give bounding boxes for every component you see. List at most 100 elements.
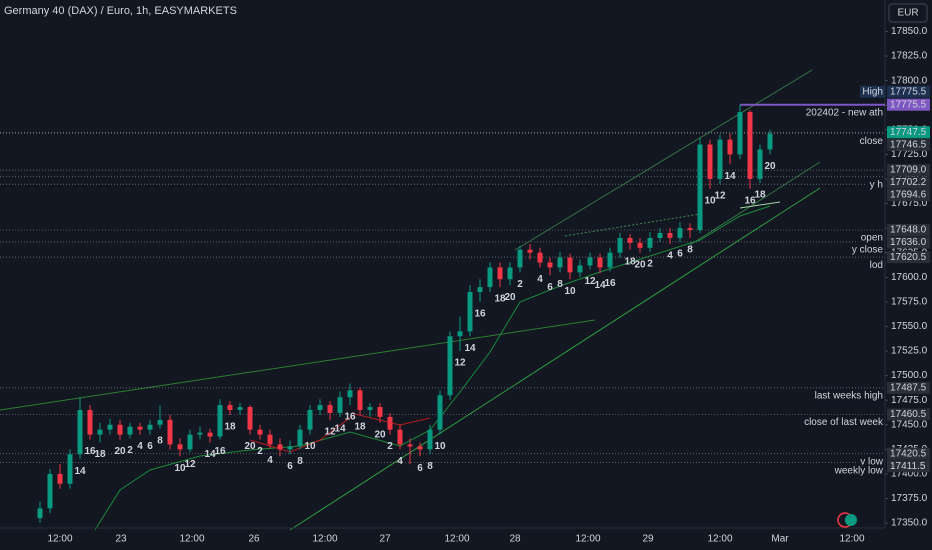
bar-number: 20 (244, 441, 256, 452)
bar-number: 4 (537, 274, 543, 285)
bar-number: 14 (204, 449, 216, 460)
candle-body (357, 390, 363, 411)
bar-number: 8 (687, 245, 693, 256)
candle-body (737, 112, 743, 155)
currency[interactable]: EUR (897, 8, 918, 19)
bar-number: 14 (594, 280, 606, 291)
bar-number: 14 (464, 343, 476, 354)
price-box (887, 224, 930, 237)
bar-number: 16 (214, 446, 226, 457)
bar-number: 18 (494, 294, 506, 305)
bar-number: 12 (184, 459, 196, 470)
y-tick-label: 17475.0 (891, 395, 928, 406)
layout-icon[interactable] (837, 512, 857, 528)
candle-body (647, 237, 653, 248)
candle-body (117, 424, 123, 435)
x-tick-label: 12:00 (575, 534, 600, 545)
bar-number: 14 (724, 171, 736, 182)
price-label: 17709.0 (890, 165, 927, 176)
x-tick-label: 12:00 (839, 534, 864, 545)
candle-body (457, 331, 463, 337)
bar-number: 8 (297, 456, 303, 467)
candle-body (517, 249, 523, 268)
candle-body (227, 405, 233, 411)
bar-number: 2 (517, 279, 523, 290)
channel-line (564, 213, 701, 237)
bar-number: 2 (387, 441, 393, 452)
bar-number: 20 (504, 292, 516, 303)
level-name-box (801, 416, 884, 429)
high-box (887, 85, 930, 98)
price-label: 17694.6 (890, 190, 927, 201)
candle-body (627, 237, 633, 243)
candle-body (567, 257, 573, 273)
price-label: 17702.2 (890, 177, 927, 188)
price-box (887, 126, 930, 139)
candle-body (437, 395, 443, 430)
bar-number: 10 (304, 441, 316, 452)
channel-line (689, 161, 821, 246)
x-tick-label: 27 (379, 534, 391, 545)
price-box (887, 460, 930, 473)
moving-average (94, 205, 771, 531)
level-name: open (861, 233, 883, 244)
candle-body (577, 265, 583, 273)
candle-body (127, 426, 133, 435)
candle-body (67, 454, 73, 484)
bar-number: 8 (427, 461, 433, 472)
candle-body (97, 429, 103, 435)
x-tick-label: 28 (509, 534, 521, 545)
candle-body (637, 242, 643, 248)
price-box (887, 189, 930, 202)
y-tick-label: 17600.0 (891, 272, 928, 283)
candle-body (297, 429, 303, 447)
candle-body (137, 426, 143, 430)
bar-number: 10 (174, 463, 186, 474)
bar-number: 18 (624, 256, 636, 267)
level-name: close (860, 136, 884, 147)
bar-number: 16 (604, 278, 616, 289)
currency-button[interactable] (888, 3, 928, 23)
candle-body (307, 410, 313, 430)
candle-body (607, 252, 613, 268)
candle-body (277, 444, 283, 450)
candle-body (367, 407, 373, 411)
high-name: High (862, 86, 883, 97)
candle-body (507, 267, 513, 280)
bar-number: 18 (224, 422, 236, 433)
candle-body (467, 292, 473, 332)
candle-body (447, 336, 453, 396)
candle-body (587, 257, 593, 266)
x-tick-label: 12:00 (312, 534, 337, 545)
candle-body (237, 407, 243, 411)
icon-dot[interactable] (845, 514, 857, 526)
price-box (887, 408, 930, 421)
bar-number: 20 (634, 259, 646, 270)
candle-body (167, 419, 173, 445)
bar-number: 18 (354, 422, 366, 433)
moving-average (249, 413, 431, 453)
candle-body (717, 139, 723, 179)
price-box (887, 236, 930, 249)
candle-body (597, 257, 603, 268)
candle-body (617, 237, 623, 253)
bar-number: 8 (157, 435, 163, 446)
bar-number: 6 (677, 249, 683, 260)
bar-number: 4 (667, 250, 673, 261)
price-label: 17460.5 (890, 409, 927, 420)
bar-number: 2 (127, 445, 133, 456)
candle-body (177, 444, 183, 450)
price-box (887, 176, 930, 189)
candle-body (557, 257, 563, 268)
y-tick-label: 17525.0 (891, 346, 928, 357)
candle-body (47, 473, 53, 509)
bar-number: 6 (417, 463, 423, 474)
level-name: close of last week (804, 417, 884, 428)
candle-body (217, 405, 223, 437)
level-name-box (866, 178, 884, 191)
bar-number: 18 (754, 190, 766, 201)
level-name-box (811, 389, 884, 402)
y-tick-label: 17675.0 (891, 198, 928, 209)
x-tick-label: 12:00 (707, 534, 732, 545)
y-tick-label: 17375.0 (891, 493, 928, 504)
